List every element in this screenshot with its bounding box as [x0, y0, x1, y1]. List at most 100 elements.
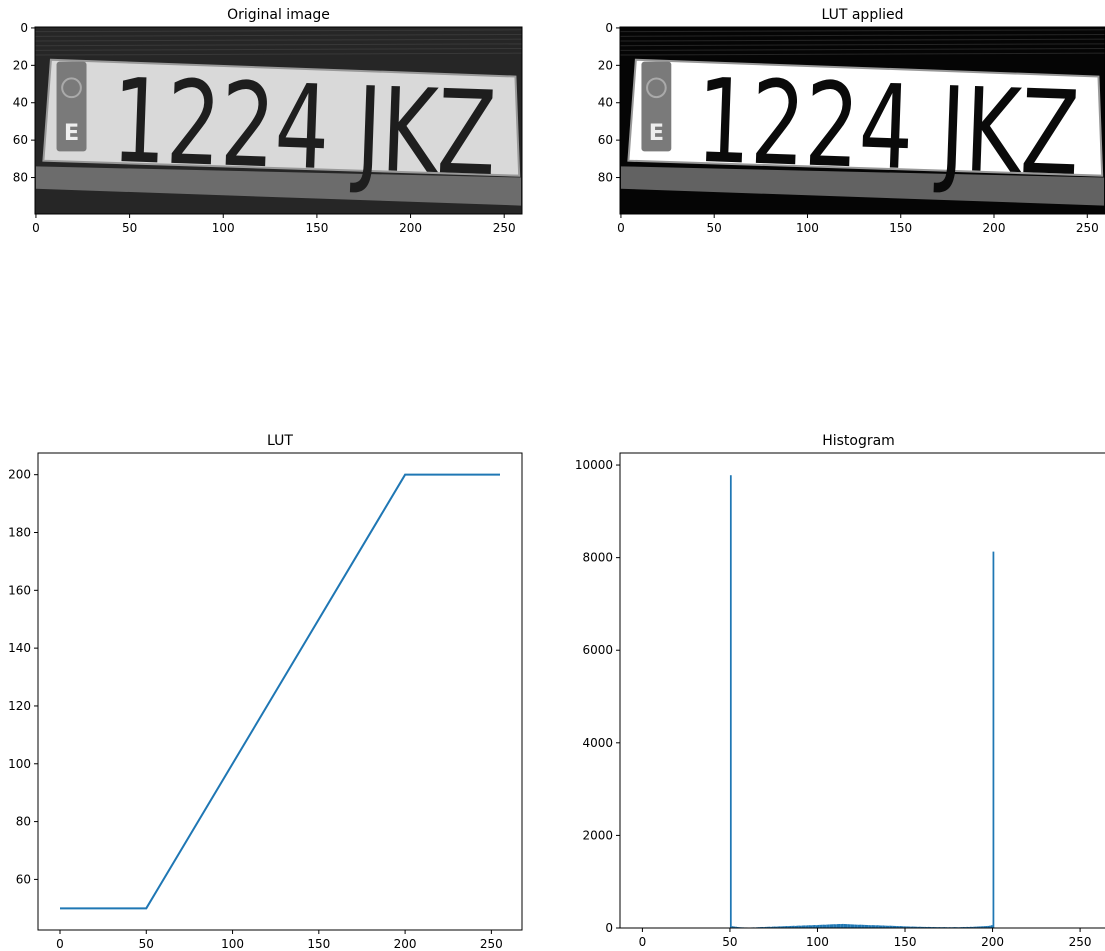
plate-text: 1224 JKZ [110, 54, 498, 202]
hist-bar [920, 926, 923, 928]
badge-text: E [64, 120, 79, 146]
hist-bar [882, 925, 885, 928]
hist-bar [731, 926, 734, 928]
hist-bar [933, 926, 935, 928]
axes-frame [619, 452, 1105, 929]
hist-bar [992, 551, 995, 928]
plot-area: E 1224 JKZ [620, 27, 1105, 214]
x-tick-label: 100 [221, 937, 244, 951]
x-tick-label: 250 [1069, 935, 1092, 949]
hist-bar [870, 925, 872, 928]
hist-bar [827, 924, 830, 928]
hist-bar [861, 924, 863, 928]
hist-bar [729, 475, 732, 928]
y-tick-label: 20 [13, 58, 28, 72]
grille [35, 33, 522, 37]
hist-bar [892, 925, 895, 928]
plate-text: 1224 JKZ [695, 54, 1082, 202]
x-tick-label: 0 [639, 935, 647, 949]
hist-bar [919, 926, 921, 928]
y-tick-label: 0 [20, 21, 28, 35]
hist-bar [801, 925, 804, 928]
hist-bar [815, 925, 818, 928]
x-tick-label: 150 [307, 937, 330, 951]
x-tick-label: 250 [1076, 221, 1099, 235]
y-tick-label: 0 [605, 921, 613, 935]
y-tick-label: 4000 [582, 736, 613, 750]
badge-stars [61, 77, 82, 99]
hist-bar [833, 924, 835, 928]
hist-bar [862, 924, 865, 928]
hist-bar [971, 926, 974, 928]
hist-bar [782, 926, 785, 928]
y-tick-label: 6000 [582, 643, 613, 657]
hist-bar [975, 926, 977, 928]
x-tick-label: 150 [305, 221, 328, 235]
hist-bar [866, 925, 869, 928]
x-tick-label: 100 [796, 221, 819, 235]
plot-area [729, 475, 995, 928]
plate [627, 58, 1104, 177]
hist-bar [962, 926, 965, 928]
hist-bar [845, 924, 848, 928]
x-tick-label: 200 [399, 221, 422, 235]
bumper [35, 166, 522, 206]
hist-bar [929, 926, 932, 928]
grille [35, 38, 522, 42]
hist-bar [817, 924, 820, 928]
hist-bar [764, 926, 767, 928]
hist-bar [785, 926, 788, 928]
hist-bar [803, 925, 806, 928]
line [60, 473, 500, 910]
y-tick-label: 60 [16, 872, 31, 886]
y-tick-label: 100 [8, 757, 31, 771]
hist-bar [805, 925, 807, 928]
hist-bar [924, 926, 927, 928]
grille [35, 52, 522, 56]
hist-bar [798, 925, 800, 928]
hist-bar [771, 926, 774, 928]
y-tick-label: 60 [598, 133, 613, 147]
hist-bar [917, 926, 920, 928]
grille [35, 29, 522, 33]
subplot-title: Histogram [822, 433, 895, 449]
y-tick-label: 10000 [575, 458, 613, 472]
hist-bar [836, 924, 839, 928]
hist-bar [777, 926, 779, 928]
hist-bar [898, 926, 900, 928]
hist-bar [873, 925, 876, 928]
hist-bar [989, 925, 991, 928]
hist-bar [906, 926, 909, 928]
x-tick-label: 250 [493, 221, 516, 235]
y-tick-label: 2000 [582, 828, 613, 842]
hist-bar [899, 926, 902, 928]
badge-stars [646, 77, 667, 99]
hist-bar [978, 926, 981, 928]
x-tick-label: 200 [394, 937, 417, 951]
hist-bar [787, 926, 790, 928]
hist-bar [812, 925, 814, 928]
hist-bar [983, 926, 986, 928]
hist-bar [794, 925, 797, 928]
grille [35, 48, 522, 51]
hist-bar [908, 926, 911, 928]
hist-bar [910, 926, 913, 928]
hist-bar [968, 926, 970, 928]
hist-bar [824, 924, 827, 928]
y-tick-label: 60 [13, 133, 28, 147]
hist-bar [887, 925, 890, 928]
hist-bar [976, 926, 979, 928]
hist-bar [966, 926, 969, 928]
x-tick-label: 100 [212, 221, 235, 235]
hist-bar [733, 926, 736, 928]
hist-bar [799, 925, 802, 928]
subplot-title: Original image [227, 7, 330, 23]
hist-bar [889, 925, 892, 928]
hist-bar [973, 926, 976, 928]
hist-bar [980, 926, 983, 928]
hist-bar [854, 924, 856, 928]
y-tick-label: 160 [8, 583, 31, 597]
plot-area [60, 473, 500, 910]
hist-bar [896, 926, 899, 928]
